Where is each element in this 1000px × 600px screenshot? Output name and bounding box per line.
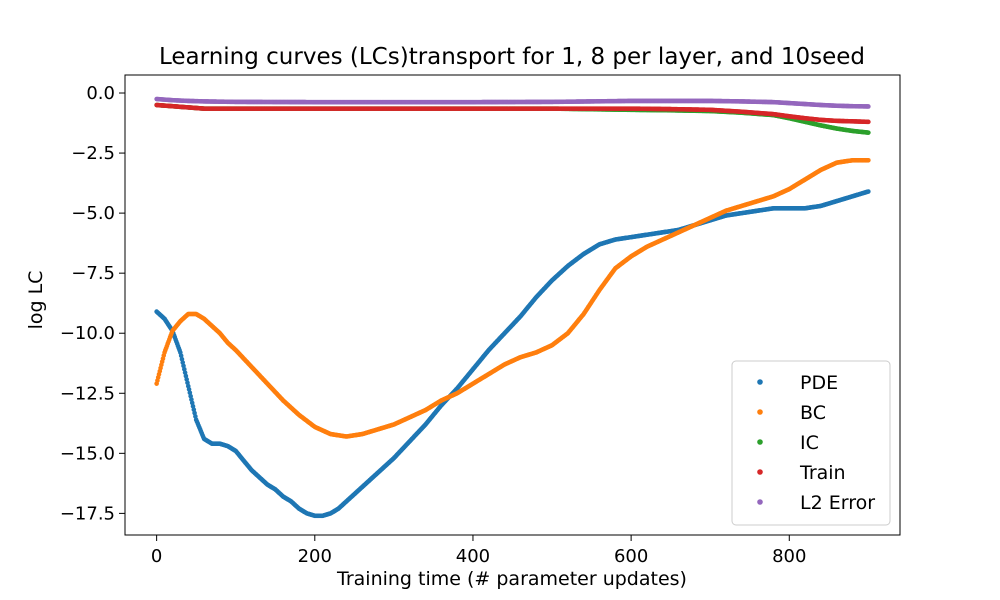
x-axis-label: Training time (# parameter updates) <box>336 568 687 590</box>
legend-marker <box>757 439 763 445</box>
chart-title: Learning curves (LCs)transport for 1, 8 … <box>159 44 865 70</box>
legend-label: IC <box>800 432 819 454</box>
x-tick-label: 200 <box>298 546 332 567</box>
data-point-l2-error <box>866 104 871 109</box>
series-pde <box>154 189 871 519</box>
x-tick-label: 600 <box>614 546 648 567</box>
data-point-bc <box>866 157 871 163</box>
x-tick-label: 800 <box>772 546 806 567</box>
data-point-ic <box>866 130 871 135</box>
legend-marker <box>757 409 763 415</box>
y-tick-label: −5.0 <box>71 203 115 224</box>
y-tick-label: 0.0 <box>86 83 115 104</box>
y-tick-label: −12.5 <box>60 383 115 404</box>
y-tick-label: −2.5 <box>71 143 115 164</box>
legend-label: PDE <box>800 372 838 394</box>
y-tick-label: −15.0 <box>60 443 115 464</box>
legend-marker <box>757 499 763 505</box>
data-point-pde <box>866 189 871 194</box>
y-tick-label: −7.5 <box>71 263 115 284</box>
plot-area <box>124 74 901 536</box>
y-tick-label: −17.5 <box>60 503 115 524</box>
legend-label: Train <box>799 462 846 484</box>
y-tick-label: −10.0 <box>60 323 115 344</box>
legend-label: L2 Error <box>800 492 875 514</box>
y-axis-label: log LC <box>25 271 47 330</box>
series-layer <box>154 96 871 519</box>
legend-marker <box>757 469 763 475</box>
x-tick-label: 400 <box>456 546 490 567</box>
data-point-train <box>866 119 871 125</box>
x-tick-label: 0 <box>151 546 162 567</box>
legend-label: BC <box>800 402 826 424</box>
legend: PDE BC IC Train L2 Error <box>731 360 891 526</box>
legend-marker <box>757 379 763 385</box>
series-bc <box>154 157 871 439</box>
